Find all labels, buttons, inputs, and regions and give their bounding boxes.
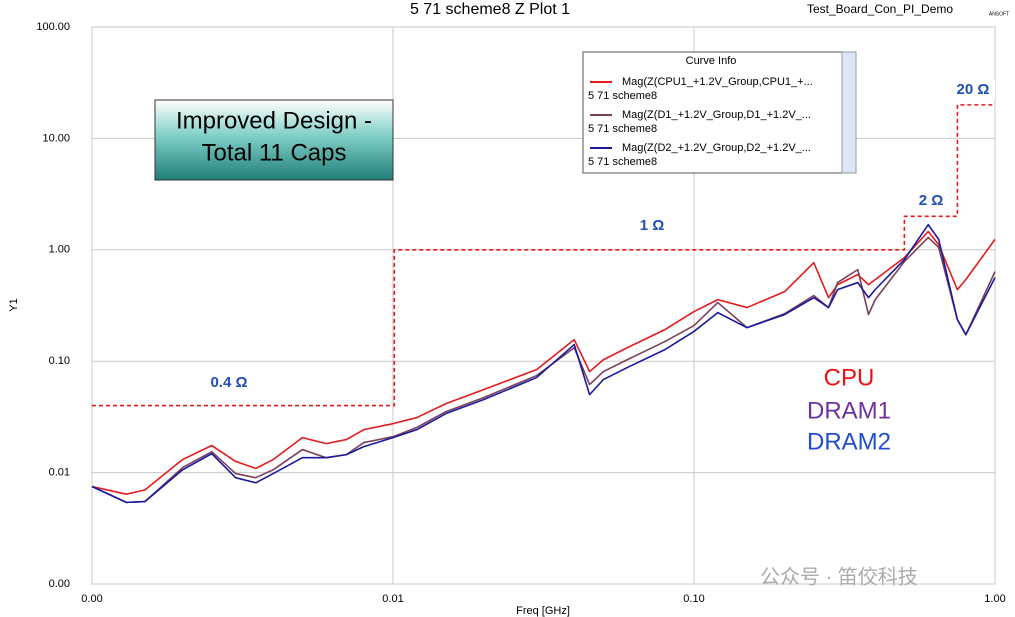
annotation: 2 Ω <box>919 192 944 209</box>
annotation-bg <box>207 373 251 393</box>
y-tick-label: 0.01 <box>49 467 70 479</box>
logo: ANSOFT <box>989 11 1009 17</box>
annotation: CPU <box>824 364 875 391</box>
callout-text: Improved Design - <box>176 107 372 134</box>
series-line <box>91 236 996 504</box>
callout-text: Total 11 Caps <box>202 139 347 166</box>
x-tick-label: 0.01 <box>382 593 403 605</box>
annotation-bg <box>630 216 674 236</box>
legend-solution: 5 71 scheme8 <box>588 90 657 102</box>
x-axis-label: Freq [GHz] <box>516 605 570 617</box>
annotation-bg <box>951 80 995 100</box>
y-tick-label: 10.00 <box>42 132 70 144</box>
x-tick-label: 0.00 <box>81 593 102 605</box>
y-axis-label: Y1 <box>8 298 20 311</box>
legend-label: Mag(Z(D1_+1.2V_Group,D1_+1.2V_... <box>622 109 811 121</box>
project-name: Test_Board_Con_PI_Demo <box>807 2 953 16</box>
y-tick-label: 100.00 <box>36 21 70 33</box>
annotation: 1 Ω <box>640 217 665 234</box>
legend-solution: 5 71 scheme8 <box>588 156 657 168</box>
x-tick-label: 0.10 <box>683 593 704 605</box>
legend-scrollbar[interactable] <box>841 51 857 174</box>
watermark: 公众号 · 笛佼科技 <box>760 565 918 588</box>
annotation-bg <box>909 191 953 211</box>
annotation: 20 Ω <box>957 81 990 98</box>
legend-solution: 5 71 scheme8 <box>588 123 657 135</box>
y-tick-label: 0.00 <box>49 578 70 590</box>
legend-title: Curve Info <box>686 55 737 67</box>
x-tick-label: 1.00 <box>984 593 1005 605</box>
legend-label: Mag(Z(CPU1_+1.2V_Group,CPU1_+... <box>622 76 813 88</box>
chart-title: 5 71 scheme8 Z Plot 1 <box>410 1 570 18</box>
annotation: 0.4 Ω <box>210 374 247 391</box>
callout-box <box>154 99 394 181</box>
legend-label: Mag(Z(D2_+1.2V_Group,D2_+1.2V_... <box>622 142 811 154</box>
annotation: DRAM1 <box>807 397 891 424</box>
legend-box <box>582 51 843 174</box>
annotation: DRAM2 <box>807 428 891 455</box>
series-line <box>91 230 996 495</box>
y-tick-label: 0.10 <box>49 355 70 367</box>
series-line <box>91 223 996 504</box>
y-tick-label: 1.00 <box>49 244 70 256</box>
